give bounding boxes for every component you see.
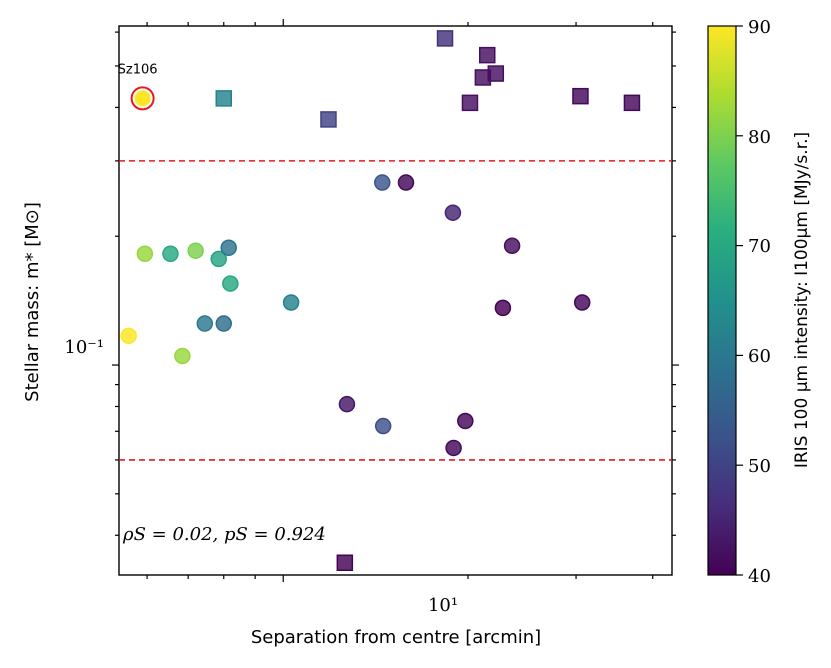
square-point (479, 46, 496, 64)
colorbar (707, 25, 737, 576)
circle-point (220, 239, 237, 256)
circle-point (374, 417, 392, 435)
colorbar-tick-90: 90 (748, 17, 771, 38)
circle-point (494, 299, 512, 317)
reference-lines (119, 160, 672, 461)
x-axis-label: Separation from centre [arcmin] (251, 627, 541, 648)
circle-point (162, 245, 179, 262)
circle-point (187, 242, 204, 259)
square-point (623, 94, 641, 112)
circle-point (196, 315, 214, 332)
circle-point (120, 327, 137, 345)
square-point (572, 87, 589, 105)
highlight-group (130, 86, 155, 111)
x-tick-label-10: 10¹ (428, 595, 458, 616)
square-point (436, 30, 454, 47)
circle-point (222, 275, 239, 292)
circle-point (174, 347, 191, 365)
circle-point (338, 395, 356, 413)
highlight-label: Sz106 (118, 62, 158, 77)
circle-point (445, 439, 462, 457)
square-point (320, 111, 337, 128)
circle-point (573, 294, 591, 311)
stats-annotation: ρS = 0.02, pS = 0.924 (122, 524, 326, 545)
colorbar-tick-60: 60 (748, 346, 771, 367)
circle-point (210, 250, 227, 268)
circle-point (136, 245, 154, 262)
circle-point (503, 237, 521, 255)
square-point (336, 554, 354, 572)
circle-point (374, 174, 391, 191)
plot-frame (118, 25, 673, 576)
colorbar-label: IRIS 100 μm intensity: I100μm [MJy/s.r.] (792, 132, 812, 468)
circle-point (215, 315, 233, 332)
circle-point (444, 204, 462, 221)
y-tick-label-0.1: 10⁻¹ (64, 337, 104, 358)
highlight-point (134, 90, 151, 107)
circle-point (457, 412, 474, 430)
square-point (215, 90, 233, 107)
circle-point (282, 294, 300, 311)
y-axis-label: Stellar mass: m* [M⊙] (22, 202, 43, 402)
colorbar-tick-70: 70 (748, 236, 771, 257)
colorbar-tick-50: 50 (748, 456, 771, 477)
colorbar-tick-80: 80 (748, 127, 771, 148)
colorbar-tick-40: 40 (748, 566, 771, 587)
highlight-ring (130, 86, 155, 111)
square-point (461, 94, 479, 112)
data-points (120, 30, 641, 572)
colorbar-ticks (736, 25, 743, 576)
square-point (487, 65, 505, 82)
circle-point (397, 174, 415, 191)
axis-ticks (112, 19, 679, 582)
